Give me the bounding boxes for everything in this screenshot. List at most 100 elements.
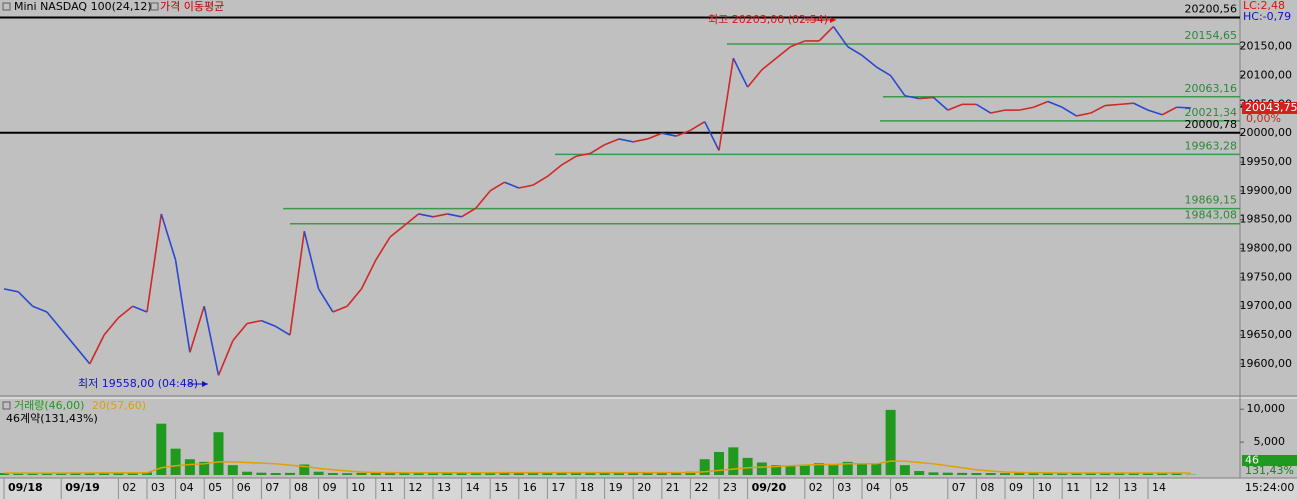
volume-bar	[799, 464, 810, 475]
x-tick-label: 04	[866, 481, 880, 494]
x-tick-label: 20	[637, 481, 651, 494]
x-tick-label: 15	[494, 481, 508, 494]
x-tick-label: 02	[122, 481, 136, 494]
volume-bar	[885, 409, 896, 475]
price-segment	[589, 144, 606, 155]
price-segment	[790, 40, 806, 48]
price-segment	[289, 231, 306, 336]
price-segment	[461, 207, 477, 218]
volume-bar	[385, 472, 396, 475]
price-segment	[647, 132, 663, 140]
volume-bar	[70, 472, 81, 475]
x-tick-label: 08	[980, 481, 994, 494]
price-segment	[360, 259, 377, 290]
volume-bar	[771, 465, 782, 475]
x-tick-label: 09	[1009, 481, 1023, 494]
level-label: 20000,78	[1185, 118, 1238, 131]
price-segment	[932, 96, 949, 111]
volume-bar	[556, 472, 567, 475]
x-tick-label: 07	[952, 481, 966, 494]
volume-bar	[299, 464, 310, 475]
level-label: 20154,65	[1185, 29, 1238, 42]
x-tick-label: 09/19	[65, 481, 100, 494]
volume-bar	[1028, 472, 1039, 475]
level-label: 19963,28	[1185, 139, 1238, 152]
volume-bar	[84, 472, 95, 475]
volume-bar	[828, 465, 839, 475]
price-segment	[818, 25, 834, 42]
price-segment	[246, 319, 262, 325]
price-segment	[761, 57, 777, 71]
x-tick-label: 23	[723, 481, 737, 494]
price-segment	[832, 26, 849, 48]
volume-bar	[499, 472, 510, 475]
volume-bar	[456, 472, 467, 475]
annotation: 최고 20203,00 (02:54)	[708, 13, 828, 26]
volume-bar	[1143, 472, 1153, 475]
icon	[150, 2, 159, 11]
x-tick-label: 07	[265, 481, 279, 494]
price-segment	[489, 181, 505, 192]
price-segment	[633, 138, 648, 143]
price-segment	[1033, 100, 1049, 108]
x-tick-label: 22	[694, 481, 708, 494]
volume-bar	[199, 461, 210, 475]
x-tick-label: 06	[237, 481, 251, 494]
volume-bar	[442, 473, 453, 475]
volume-bar	[342, 473, 353, 475]
price-segment	[475, 190, 491, 209]
volume-bar	[785, 465, 796, 475]
price-segment	[675, 129, 691, 137]
volume-bar	[327, 473, 338, 475]
price-segment	[261, 319, 276, 328]
price-segment	[746, 69, 763, 88]
price-segment	[947, 103, 963, 111]
y-tick-label: 19800,00	[1240, 242, 1293, 255]
volume-bar	[542, 472, 553, 475]
volume-bar	[213, 432, 224, 475]
volume-bar	[814, 463, 825, 475]
price-segment	[1147, 109, 1163, 116]
price-segment	[132, 305, 148, 313]
volume-bar	[571, 472, 581, 475]
x-tick-label: 13	[437, 481, 451, 494]
volume-bar	[1114, 473, 1125, 475]
level-label: 20200,56	[1185, 3, 1238, 16]
x-tick-label: 05	[895, 481, 909, 494]
volume-bar	[613, 472, 624, 475]
volume-bar	[1171, 473, 1182, 475]
price-segment	[17, 291, 34, 307]
x-tick-label: 12	[1095, 481, 1109, 494]
price-segment	[975, 103, 992, 114]
price-segment	[32, 305, 48, 313]
x-tick-label: 03	[837, 481, 851, 494]
price-segment	[861, 54, 877, 68]
volume-bar	[184, 459, 195, 475]
volume-bar	[142, 472, 152, 475]
volume-bar	[899, 465, 910, 475]
volume-bar	[1000, 473, 1010, 475]
x-tick-label: 14	[1152, 481, 1166, 494]
volume-bar	[842, 461, 853, 475]
level-label: 19843,08	[1185, 209, 1238, 222]
y-tick-label: 19850,00	[1240, 213, 1293, 226]
price-segment	[60, 328, 77, 348]
volume-bar	[728, 447, 739, 475]
volume-bar	[399, 472, 410, 475]
volume-bar	[1014, 473, 1025, 475]
last-price-box	[1242, 101, 1297, 114]
volume-bar	[928, 472, 939, 475]
price-segment	[1019, 106, 1034, 111]
legend-entry: 거래량(46,00)	[14, 399, 84, 412]
y-tick-label: 19950,00	[1240, 155, 1293, 168]
price-segment	[1119, 102, 1134, 106]
price-segment	[146, 213, 163, 313]
price-segment	[89, 334, 105, 365]
volume-bar	[170, 448, 181, 475]
x-tick-label: 13	[1123, 481, 1137, 494]
volume-bar	[485, 472, 496, 475]
volume-bar	[971, 473, 982, 475]
volume-bar	[242, 471, 253, 475]
